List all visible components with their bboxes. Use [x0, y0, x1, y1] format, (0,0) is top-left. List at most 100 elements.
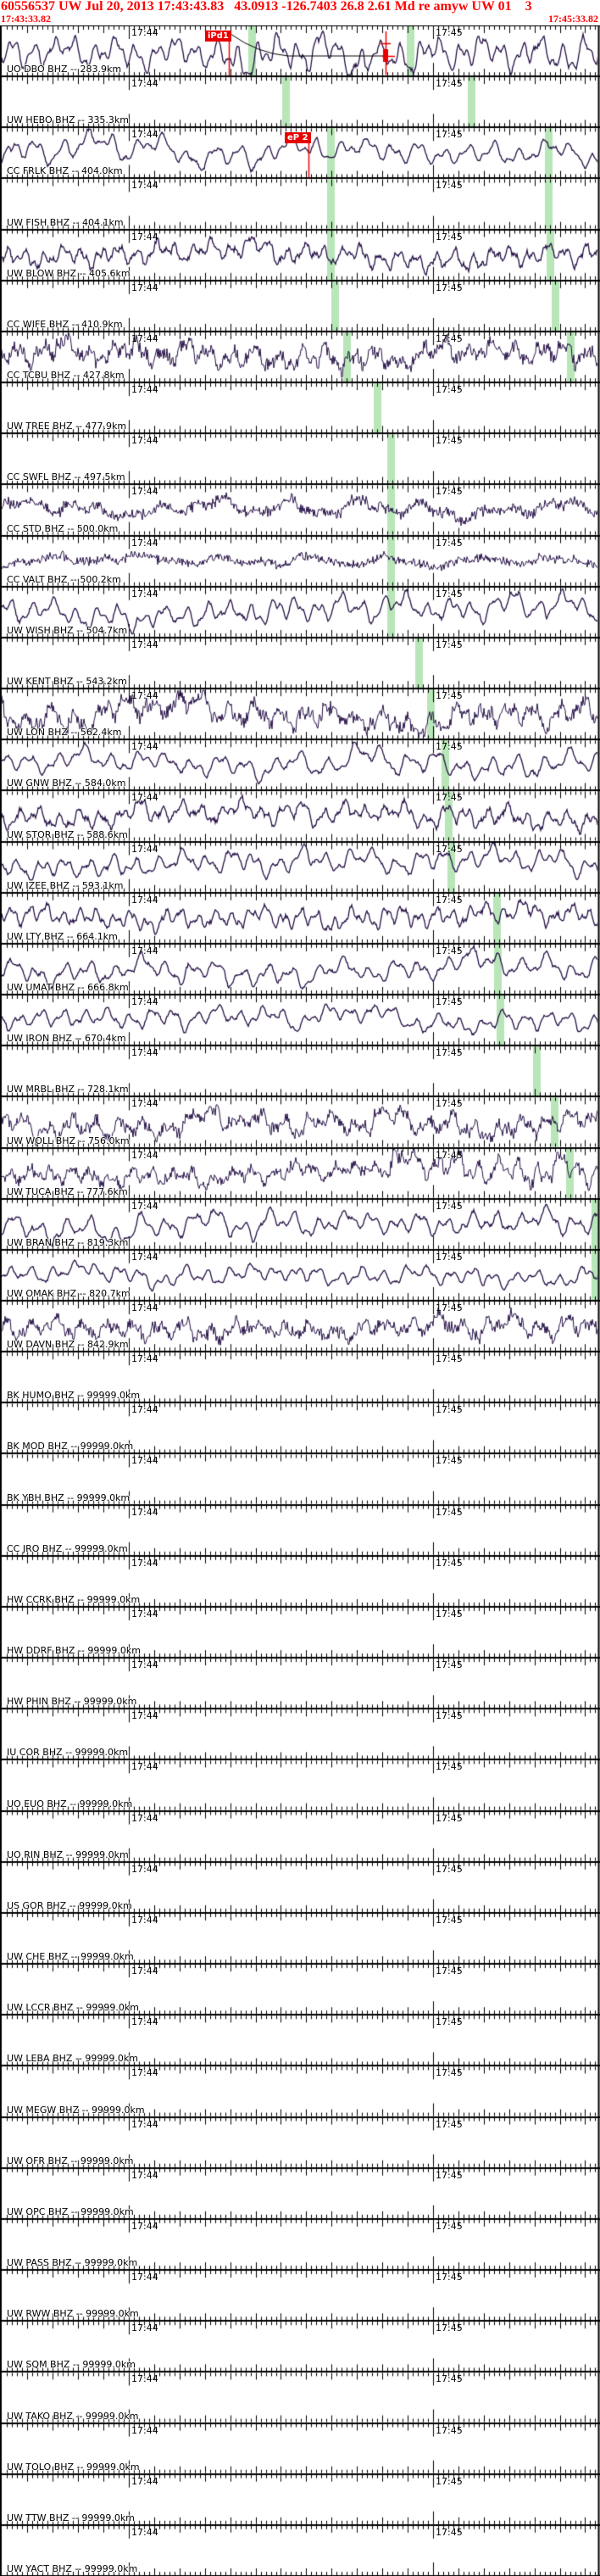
trace-row[interactable]: 17:44 17:45 UW PASS BHZ -- 99999.0km [0, 2219, 600, 2270]
trace-row[interactable]: 17:44 17:45 UW YACT BHZ -- 99999.0km [0, 2525, 600, 2576]
trace-row[interactable]: 17:44 17:45 BK HUMO BHZ -- 99999.0km [0, 1352, 600, 1402]
minute-label-1745: 17:45 [436, 2322, 463, 2334]
trace-row[interactable]: 17:44 17:45 UW UMAT BHZ -- 666.8km [0, 944, 600, 995]
trace-row[interactable]: 17:44 17:45 UW SQM BHZ -- 99999.0km [0, 2321, 600, 2372]
station-label: UW LEBA BHZ -- 99999.0km [7, 2053, 138, 2065]
trace-row[interactable]: 17:44 17:45 UW CHE BHZ -- 99999.0km [0, 1913, 600, 1964]
trace-row[interactable]: 17:44 17:45 UW STOR BHZ -- 588.6km [0, 790, 600, 841]
station-label: UO EUO BHZ -- 99999.0km [7, 1798, 133, 1809]
minute-label-1745: 17:45 [436, 1353, 463, 1365]
minute-label-1745: 17:45 [436, 2475, 463, 2487]
trace-row[interactable]: 17:44 17:45 UO RIN BHZ -- 99999.0km [0, 1811, 600, 1862]
minute-label-1745: 17:45 [436, 2272, 463, 2283]
minute-label-1745: 17:45 [436, 384, 463, 396]
trace-row[interactable]: 17:44 17:45 UW OFR BHZ -- 99999.0km [0, 2117, 600, 2168]
trace-row[interactable]: 17:44 17:45 BK YBH BHZ -- 99999.0km [0, 1453, 600, 1504]
trace-row[interactable]: 17:44 17:45 CC SWFL BHZ -- 497.5km [0, 433, 600, 484]
trace-row[interactable]: 17:44 17:45 HW PHIN BHZ -- 99999.0km [0, 1658, 600, 1709]
station-label: UW LCCR BHZ -- 99999.0km [7, 2002, 139, 2014]
minute-label-1745: 17:45 [436, 945, 463, 956]
trace-row[interactable]: 17:44 17:45 UW HEBO BHZ -- 335.3km [0, 76, 600, 127]
trace-row[interactable]: 17:44 17:45 UW IRON BHZ -- 670.4km [0, 995, 600, 1045]
minute-label-1745: 17:45 [436, 27, 463, 38]
trace-row[interactable]: 17:44 17:45 UW TOLO BHZ -- 99999.0km [0, 2423, 600, 2474]
trace-row[interactable]: 17:44 17:45 UW TTW BHZ -- 99999.0km [0, 2474, 600, 2525]
trace-row[interactable]: 17:44 17:45 CC VALT BHZ -- 500.2km [0, 536, 600, 587]
minute-label-1745: 17:45 [436, 894, 463, 906]
trace-row[interactable]: 17:44 17:45 UW WISH BHZ -- 504.7km [0, 587, 600, 638]
trace-row[interactable]: 17:44 17:45 UW LTY BHZ -- 664.1km [0, 893, 600, 944]
station-label: CC JRO BHZ -- 99999.0km [7, 1542, 128, 1554]
event-header: 60556537 UW Jul 20, 2013 17:43:43.83 43.… [0, 0, 600, 25]
station-label: UW MRBL BHZ -- 728.1km [7, 1084, 129, 1096]
trace-row[interactable]: 17:44 17:45 UW WOLL BHZ -- 756.0km [0, 1096, 600, 1147]
minute-label-1745: 17:45 [436, 741, 463, 753]
trace-row[interactable]: 17:44 17:45 UW BLOW BHZ -- 405.6km [0, 230, 600, 281]
minute-label-1744: 17:44 [131, 1761, 158, 1773]
station-label: IU COR BHZ -- 99999.0km [7, 1747, 129, 1759]
minute-label-1744: 17:44 [131, 384, 158, 396]
minute-label-1744: 17:44 [131, 1404, 158, 1416]
trace-row[interactable]: 17:44 17:45 UW TAKO BHZ -- 99999.0km [0, 2372, 600, 2423]
trace-row[interactable]: 17:44 17:45 CC WIFE BHZ -- 410.9km [0, 281, 600, 332]
station-label: UW DAVN BHZ -- 842.9km [7, 1339, 129, 1351]
minute-label-1745: 17:45 [436, 2169, 463, 2181]
trace-row[interactable]: 17:44 17:45 UW TUCA BHZ -- 777.6km [0, 1148, 600, 1199]
minute-label-1744: 17:44 [131, 1812, 158, 1824]
trace-row[interactable]: 17:44 17:45 UW GNW BHZ -- 584.0km [0, 739, 600, 790]
minute-label-1744: 17:44 [131, 2526, 158, 2538]
trace-row[interactable]: 17:44 17:45 HW DDRF BHZ -- 99999.0km [0, 1607, 600, 1658]
trace-row[interactable]: 17:44 17:45 CC STD BHZ -- 500.0km [0, 484, 600, 535]
minute-label-1745: 17:45 [436, 1710, 463, 1722]
trace-row[interactable]: 17:44 17:45 UO DBO BHZ -- 283.9km [0, 25, 600, 76]
minute-label-1744: 17:44 [131, 129, 158, 141]
trace-row[interactable]: 17:44 17:45 UW OPC BHZ -- 99999.0km [0, 2168, 600, 2219]
trace-row[interactable]: 17:44 17:45 UW LON BHZ -- 562.4km [0, 689, 600, 739]
minute-label-1744: 17:44 [131, 1659, 158, 1671]
trace-row[interactable]: 17:44 17:45 UW RWW BHZ -- 99999.0km [0, 2270, 600, 2321]
phase-flag[interactable]: iPd1 [205, 31, 231, 42]
station-label: CC FRLK BHZ -- 404.0km [7, 165, 123, 177]
trace-row[interactable]: 17:44 17:45 CC TCBU BHZ -- 427.8km [0, 332, 600, 382]
trace-row[interactable]: 17:44 17:45 CC FRLK BHZ -- 404.0km [0, 127, 600, 178]
station-label: UW TOLO BHZ -- 99999.0km [7, 2461, 140, 2473]
station-label: UW TAKO BHZ -- 99999.0km [7, 2410, 139, 2422]
minute-label-1745: 17:45 [436, 588, 463, 599]
trace-row[interactable]: 17:44 17:45 UW LCCR BHZ -- 99999.0km [0, 1964, 600, 2015]
station-label: UW LON BHZ -- 562.4km [7, 727, 122, 739]
event-summary: 60556537 UW Jul 20, 2013 17:43:43.83 43.… [1, 0, 532, 14]
trace-row[interactable]: 17:44 17:45 UW OMAK BHZ -- 820.7km [0, 1250, 600, 1301]
trace-row[interactable]: 17:44 17:45 US GOR BHZ -- 99999.0km [0, 1862, 600, 1913]
minute-label-1745: 17:45 [436, 1914, 463, 1926]
minute-label-1744: 17:44 [131, 894, 158, 906]
trace-row[interactable]: 17:44 17:45 BK MOD BHZ -- 99999.0km [0, 1402, 600, 1453]
minute-label-1744: 17:44 [131, 27, 158, 38]
station-label: CC STD BHZ -- 500.0km [7, 522, 119, 534]
minute-label-1745: 17:45 [436, 231, 463, 243]
trace-row[interactable]: 17:44 17:45 UW LEBA BHZ -- 99999.0km [0, 2015, 600, 2066]
trace-row[interactable]: 17:44 17:45 UW BRAN BHZ -- 819.3km [0, 1199, 600, 1250]
minute-label-1744: 17:44 [131, 638, 158, 650]
minute-label-1744: 17:44 [131, 1965, 158, 1977]
minute-label-1745: 17:45 [436, 1455, 463, 1467]
trace-row[interactable]: 17:44 17:45 IU COR BHZ -- 99999.0km [0, 1709, 600, 1759]
trace-row[interactable]: 17:44 17:45 CC JRO BHZ -- 99999.0km [0, 1505, 600, 1556]
minute-label-1744: 17:44 [131, 2118, 158, 2130]
trace-row[interactable]: 17:44 17:45 UW DAVN BHZ -- 842.9km [0, 1301, 600, 1352]
station-label: UW KENT BHZ -- 543.2km [7, 676, 127, 688]
phase-flag[interactable]: eP 2 [285, 132, 311, 144]
trace-row[interactable]: 17:44 17:45 UW KENT BHZ -- 543.2km [0, 638, 600, 689]
trace-row[interactable]: 17:44 17:45 HW CCRK BHZ -- 99999.0km [0, 1556, 600, 1607]
trace-row[interactable]: 17:44 17:45 UO EUO BHZ -- 99999.0km [0, 1759, 600, 1810]
minute-label-1744: 17:44 [131, 486, 158, 498]
station-label: UO RIN BHZ -- 99999.0km [7, 1848, 129, 1860]
station-label: UW TUCA BHZ -- 777.6km [7, 1185, 128, 1197]
trace-row[interactable]: 17:44 17:45 UW MRBL BHZ -- 728.1km [0, 1045, 600, 1096]
minute-label-1744: 17:44 [131, 1557, 158, 1569]
trace-row[interactable]: 17:44 17:45 UW IZEE BHZ -- 593.1km [0, 842, 600, 893]
trace-row[interactable]: 17:44 17:45 UW FISH BHZ -- 404.1km [0, 178, 600, 229]
trace-row[interactable]: 17:44 17:45 UW MEGW BHZ -- 99999.0km [0, 2066, 600, 2116]
trace-row[interactable]: 17:44 17:45 UW TREE BHZ -- 477.9km [0, 382, 600, 433]
station-label: UW OPC BHZ -- 99999.0km [7, 2205, 134, 2217]
